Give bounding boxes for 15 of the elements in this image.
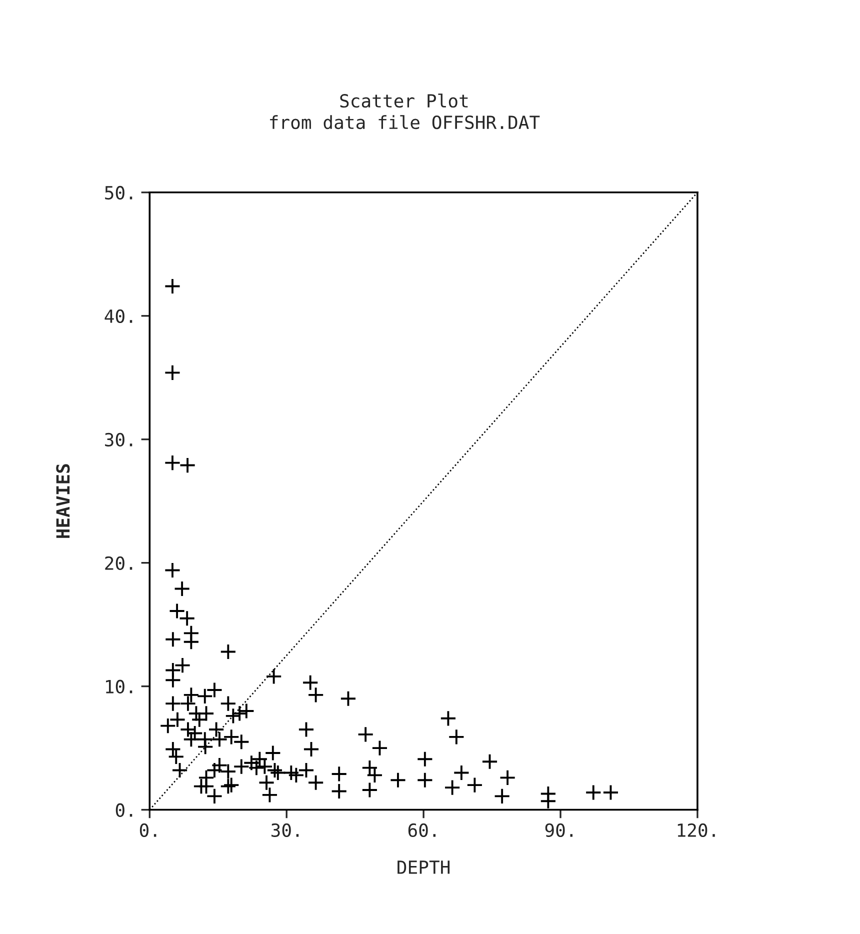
x-tick-label: 30. [271,823,299,838]
chart-subtitle: from data file OFFSHR.DAT [270,115,540,130]
y-tick-label: 30. [105,432,132,447]
y-tick-label: 40. [104,309,132,324]
y-axis-title: HEAVIES [56,464,70,538]
chart-title: Scatter Plot [340,94,468,108]
x-tick-label: 0. [140,823,156,838]
y-tick-label: 10. [106,680,132,694]
x-axis-title: DEPTH [398,860,450,874]
x-tick-label: 90. [545,823,572,838]
x-tick-label: 60. [408,823,436,838]
y-tick-label: 0. [116,803,132,817]
y-tick-label: 50. [105,186,132,200]
x-tick-label: 120. [678,823,715,838]
y-tick-label: 20. [105,556,132,570]
